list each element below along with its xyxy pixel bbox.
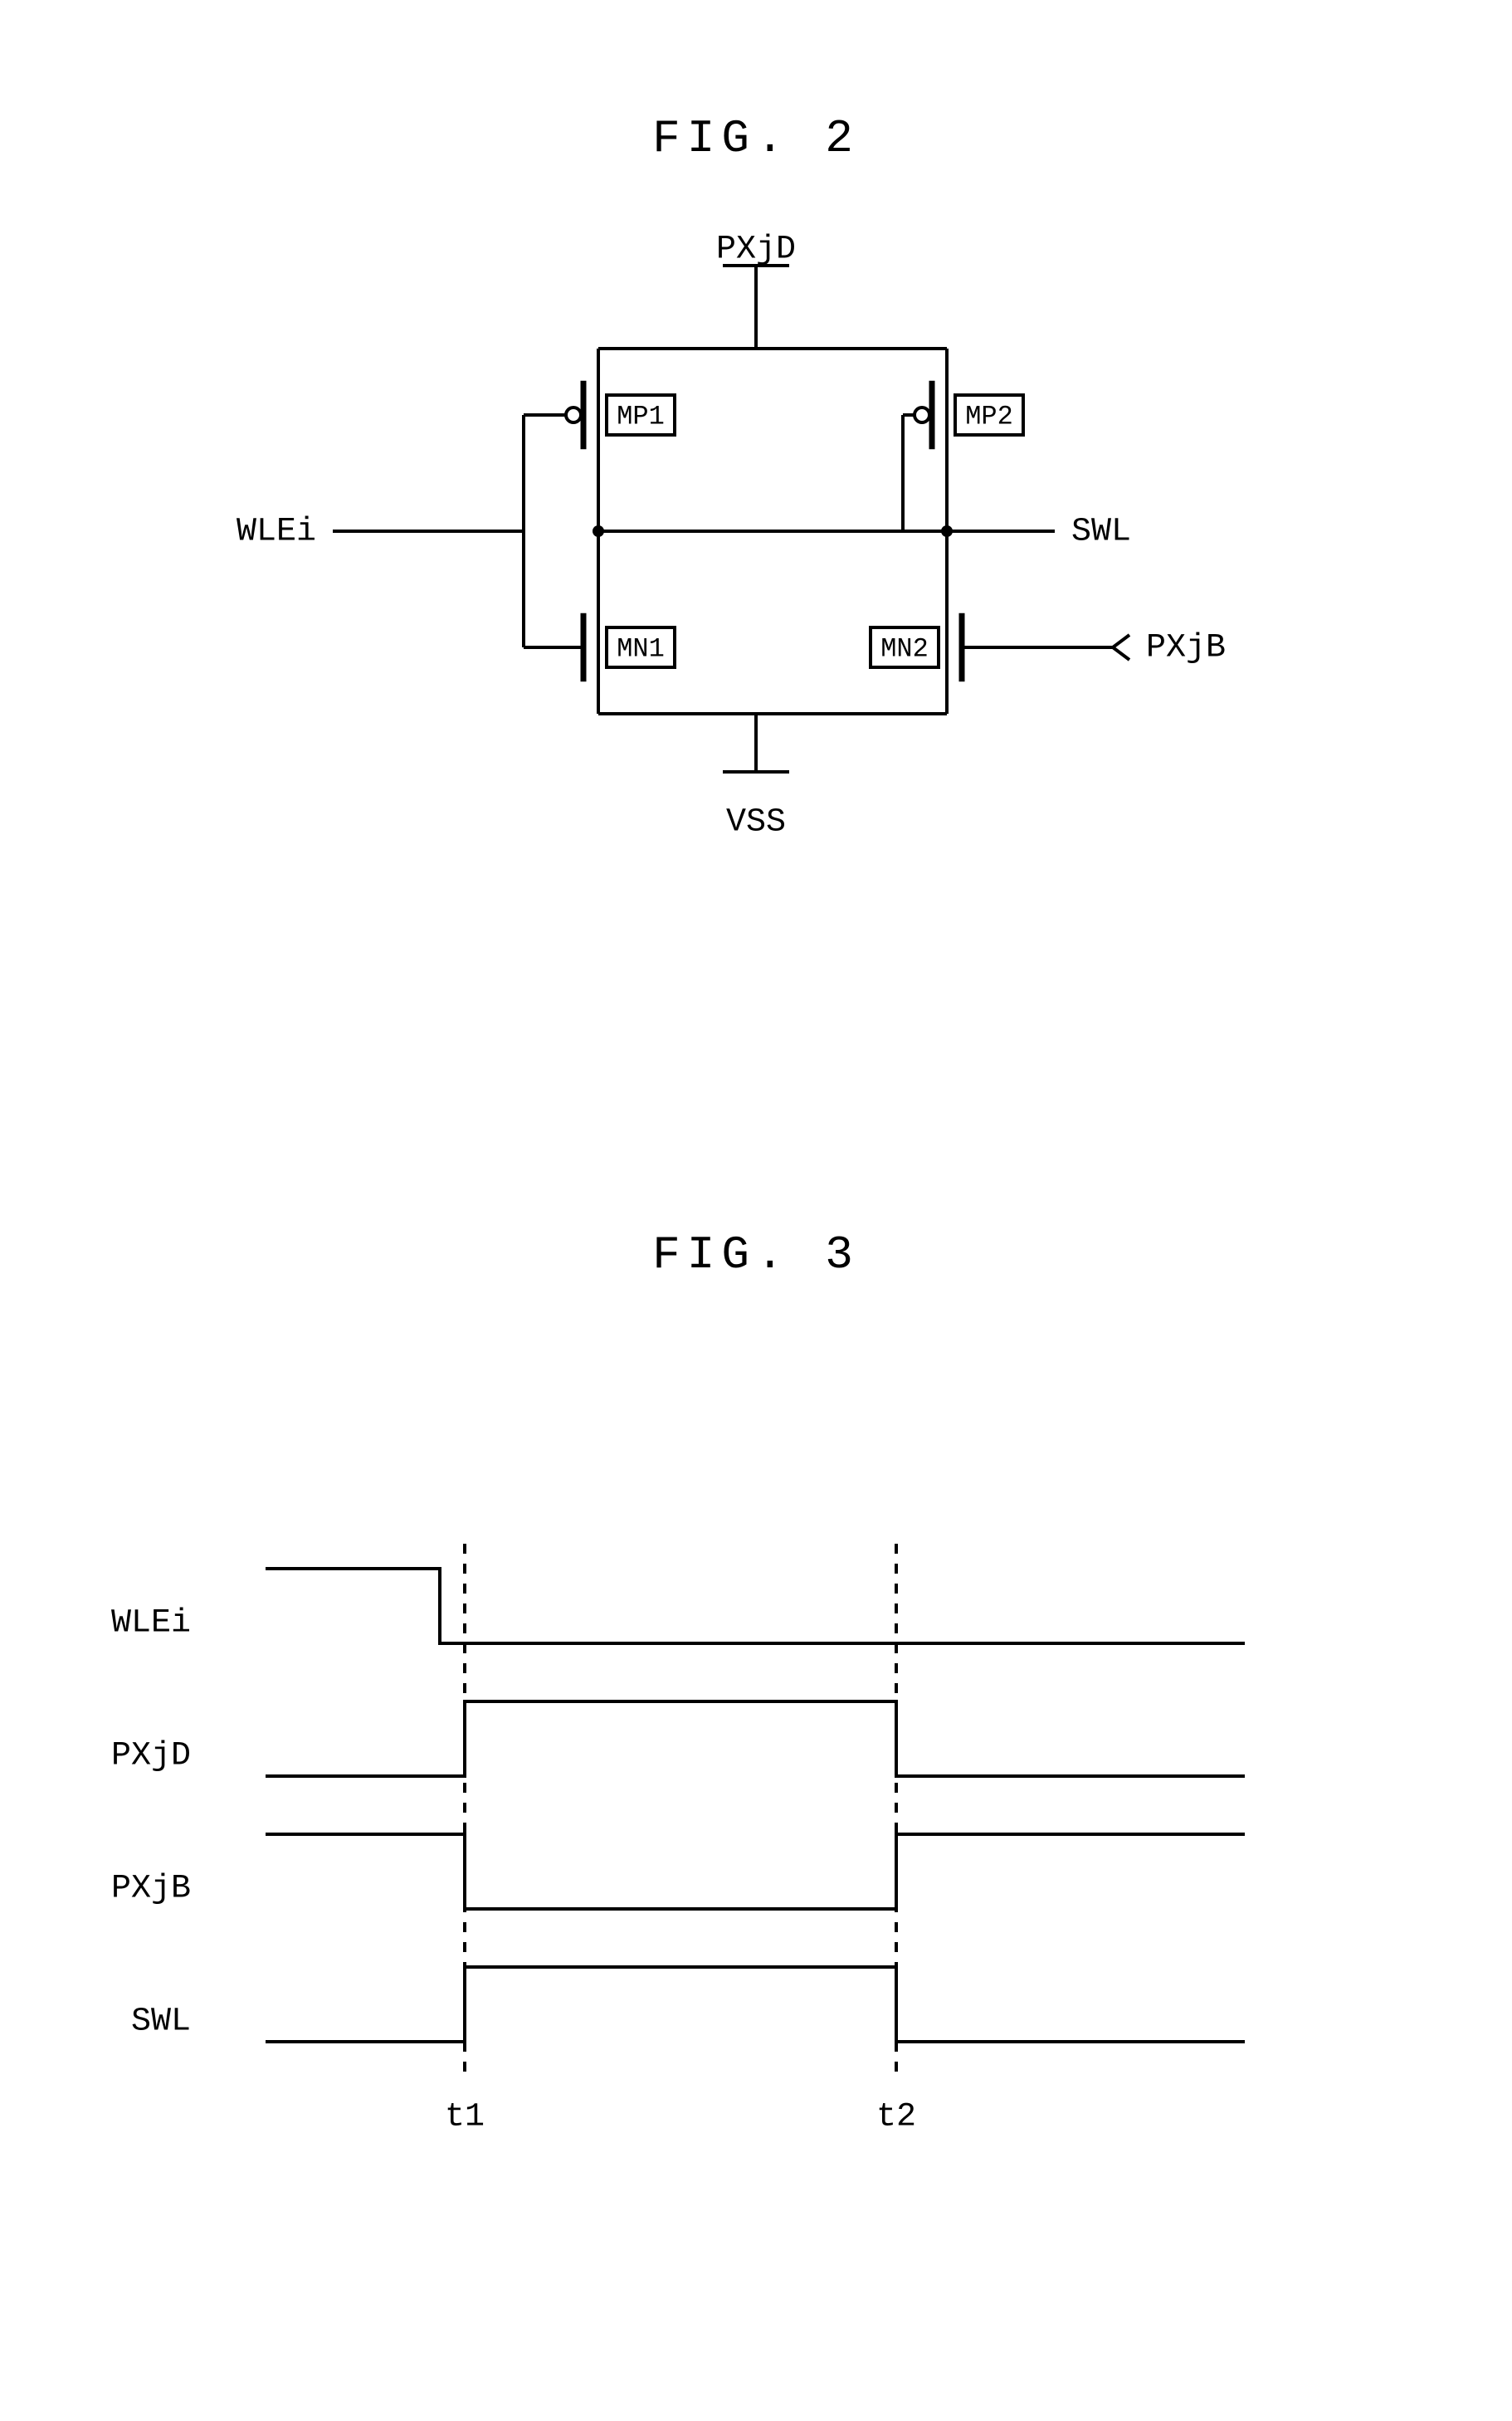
svg-text:PXjD: PXjD — [716, 232, 796, 269]
svg-text:SWL: SWL — [1071, 514, 1131, 551]
svg-text:VSS: VSS — [726, 804, 786, 842]
svg-text:PXjB: PXjB — [1146, 630, 1226, 667]
svg-text:WLEi: WLEi — [237, 514, 316, 551]
signal-label: PXjD — [111, 1738, 191, 1775]
svg-text:t1: t1 — [445, 2099, 485, 2136]
fig2-title: FIG. 2 — [0, 112, 1512, 165]
svg-text:MP1: MP1 — [617, 401, 665, 432]
fig2-schematic: PXjD VSS SWL WLEi PXjB MP1 MN1 MP2 MN2 — [0, 216, 1512, 963]
signal-label: PXjB — [111, 1871, 191, 1908]
svg-text:MN1: MN1 — [617, 633, 665, 664]
signal-label: SWL — [131, 2004, 191, 2041]
svg-text:t2: t2 — [876, 2099, 916, 2136]
svg-text:MN2: MN2 — [880, 633, 929, 664]
fig3-title: FIG. 3 — [0, 1228, 1512, 1281]
signal-label: WLEi — [111, 1605, 191, 1642]
fig3-timing: WLEi PXjD PXjB SWL t1 t2 — [0, 1519, 1512, 2349]
svg-text:MP2: MP2 — [965, 401, 1013, 432]
